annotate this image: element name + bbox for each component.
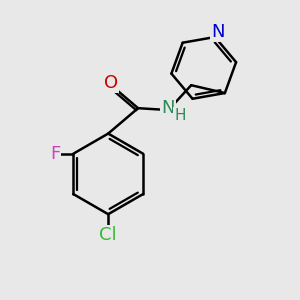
Text: Cl: Cl: [99, 226, 117, 244]
Text: N: N: [211, 22, 225, 40]
Text: O: O: [104, 74, 118, 92]
Text: N: N: [161, 99, 175, 117]
Text: F: F: [50, 145, 61, 163]
Text: H: H: [174, 108, 186, 123]
